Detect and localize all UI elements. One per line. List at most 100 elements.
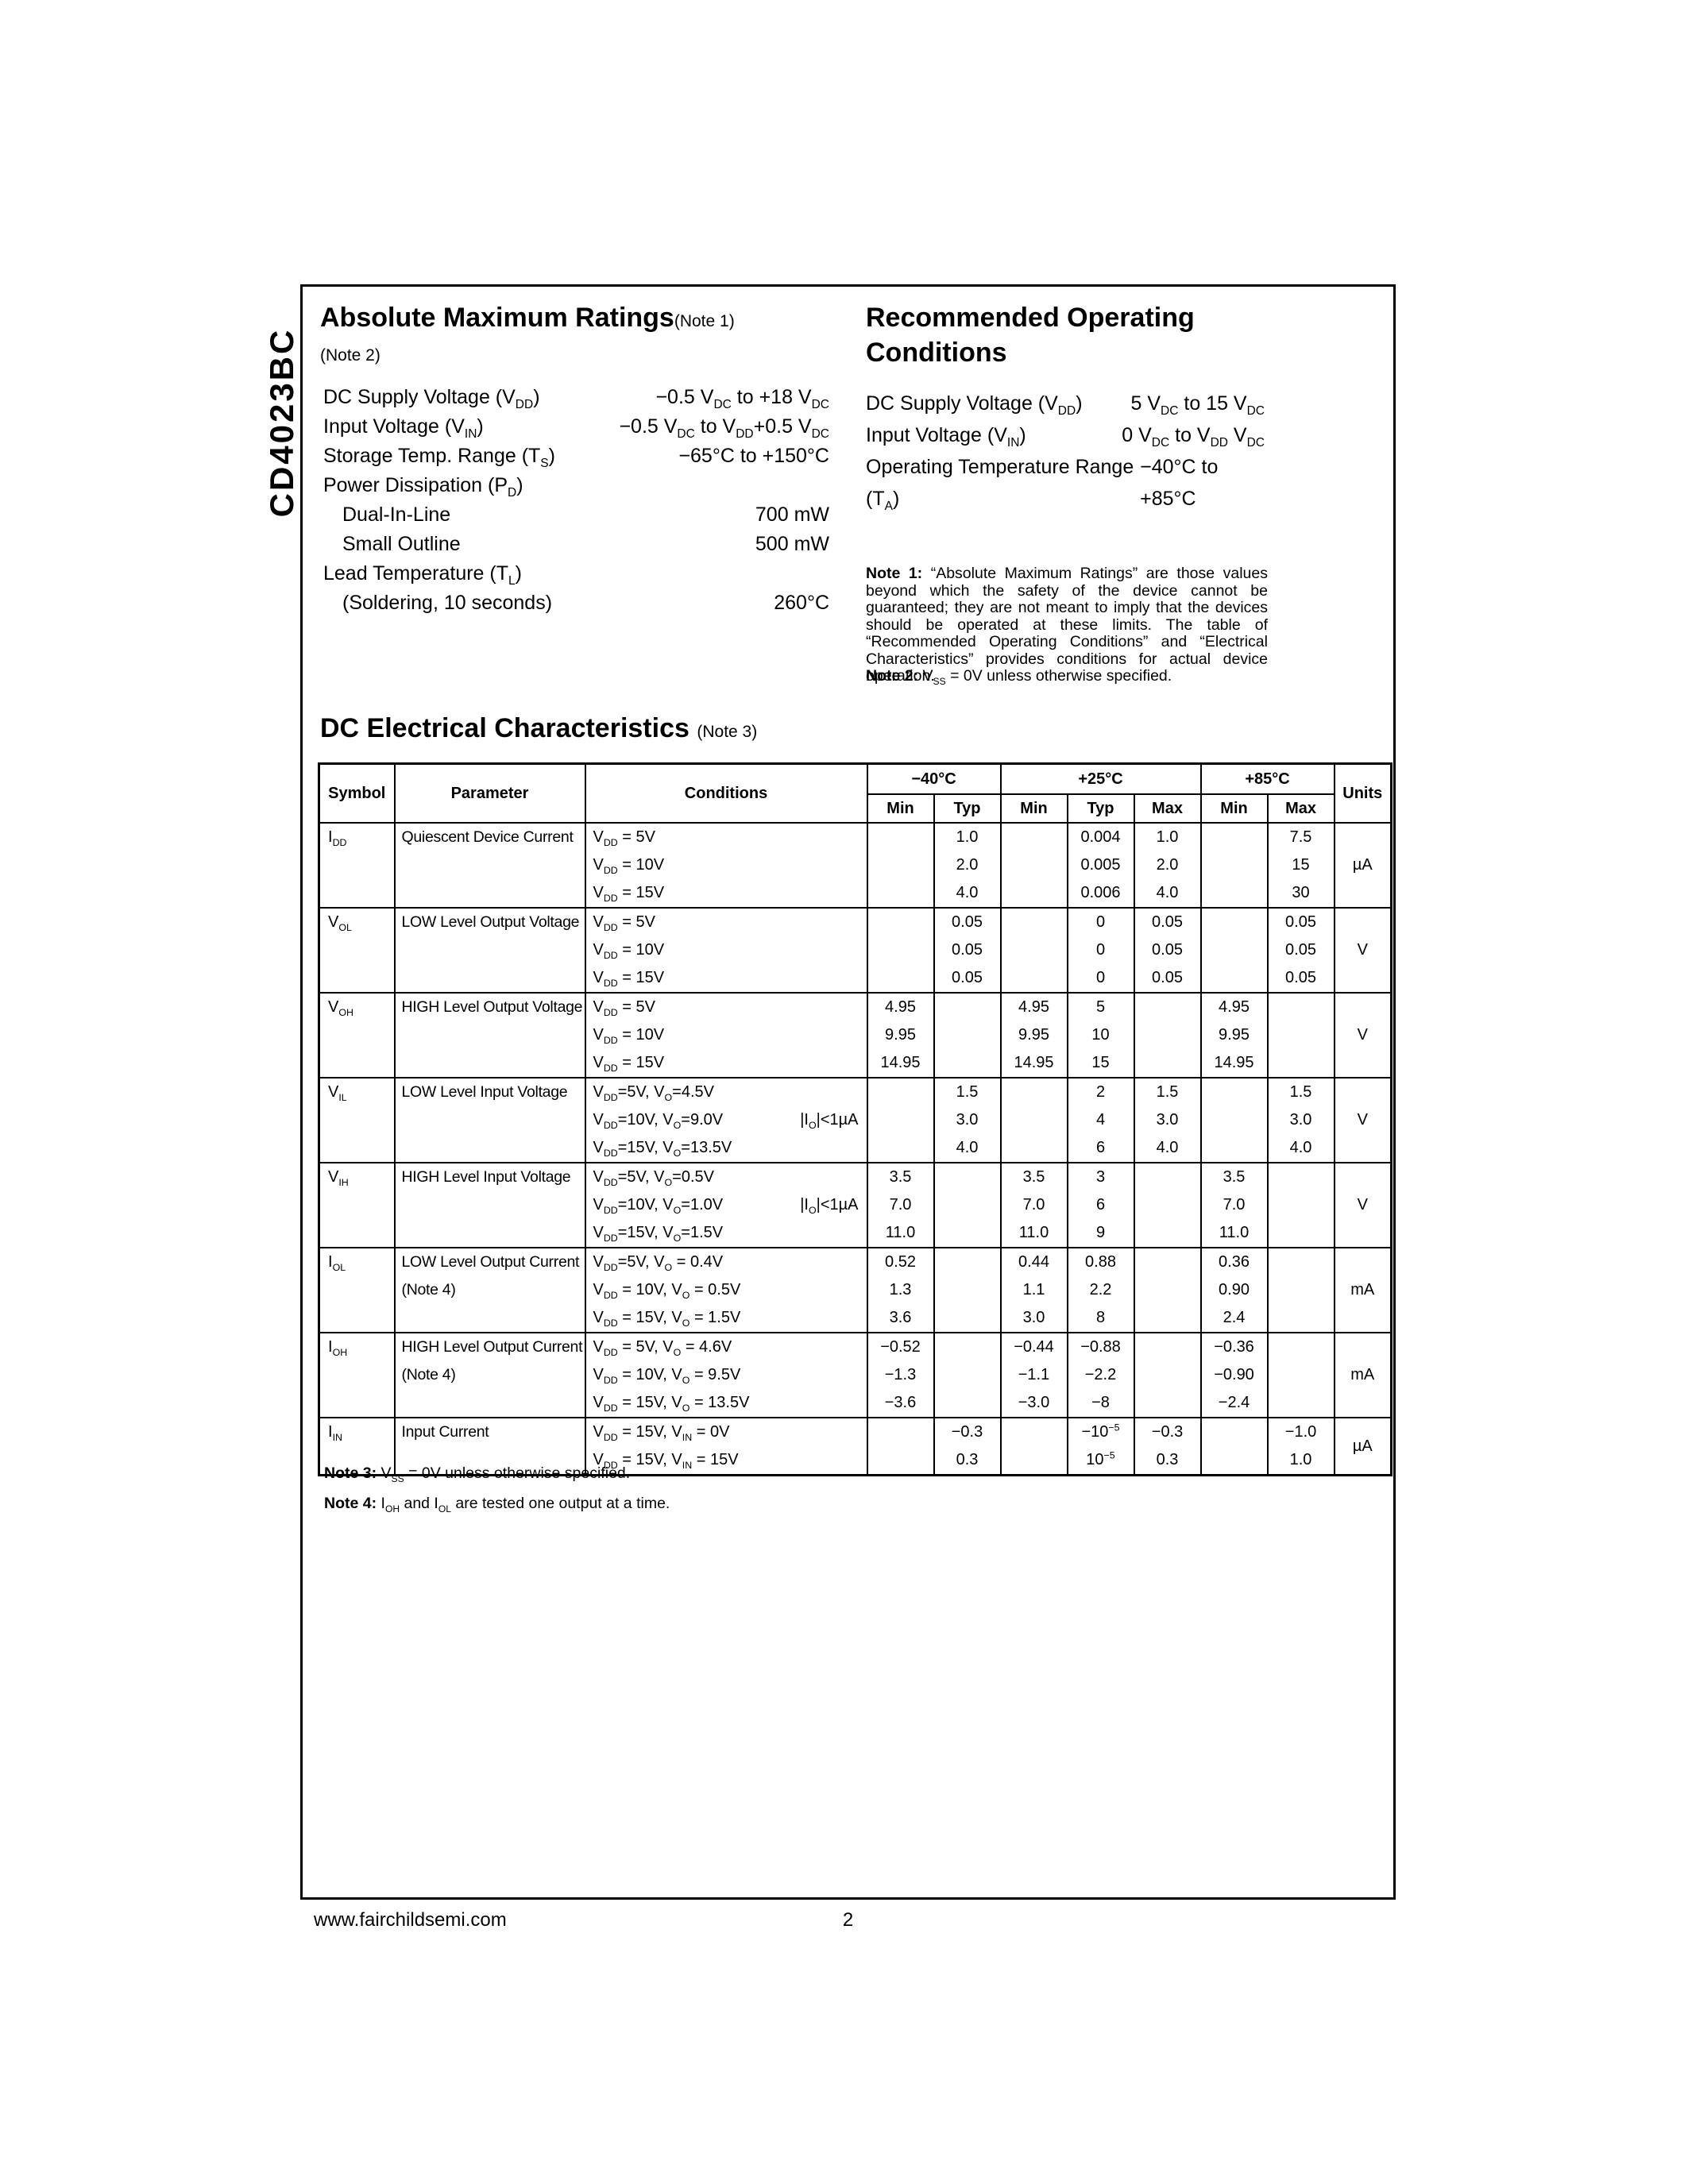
- value-cell: [1266, 1361, 1335, 1389]
- value-cell: [999, 1106, 1068, 1134]
- product-name-vertical: CD4023BC: [263, 327, 300, 518]
- abs-max-ratings-list: DC Supply Voltage (VDD) −0.5 VDC to +18 V…: [323, 383, 829, 618]
- value-cell: [999, 1417, 1068, 1446]
- value-cell: [866, 1446, 934, 1476]
- header-min: Min: [866, 794, 934, 823]
- value-cell: 0.004: [1066, 822, 1134, 851]
- symbol-cell: VOL: [318, 907, 395, 993]
- value-cell: [999, 964, 1068, 993]
- value-cell: [933, 1276, 1001, 1304]
- condition-cell: VDD=15V, VO=13.5V: [584, 1134, 867, 1163]
- condition-cell: VDD = 15V: [584, 964, 867, 993]
- table-row: VDD = 10V 2.0 0.005 2.0 15: [319, 851, 1392, 879]
- value-cell: 0.005: [1066, 851, 1134, 879]
- value-cell: [1133, 1049, 1201, 1078]
- condition-cell: VDD=5V, VO=0.5V: [584, 1162, 867, 1191]
- value-cell: 14.95: [1199, 1049, 1268, 1078]
- units-cell: V: [1333, 992, 1392, 1078]
- symbol-cell: IDD: [318, 822, 395, 908]
- parameter-cell: LOW Level Input Voltage: [393, 1077, 585, 1163]
- note-4-text: IOH and IOL are tested one output at a t…: [377, 1495, 670, 1515]
- rec-op-conditions-list: DC Supply Voltage (VDD) 5 VDC to 15 VDC In…: [866, 388, 1265, 515]
- value-cell: [866, 1417, 934, 1446]
- spec-label: Dual-In-Line: [342, 504, 451, 526]
- value-cell: [1133, 1389, 1201, 1418]
- value-cell: 4.95: [866, 992, 934, 1021]
- value-cell: 0.88: [1066, 1247, 1134, 1276]
- spec-value: −40°C to +85°C: [1140, 456, 1219, 510]
- value-cell: 9: [1066, 1219, 1134, 1248]
- value-cell: [933, 1191, 1001, 1219]
- value-cell: 0.05: [933, 936, 1001, 964]
- value-cell: 0.05: [1266, 936, 1335, 964]
- condition-cell: VDD = 10V, VO = 0.5V: [584, 1276, 867, 1304]
- value-cell: −0.36: [1199, 1332, 1268, 1361]
- note-1-text: “Absolute Maximum Ratings” are those val…: [866, 565, 1268, 685]
- parameter-cell: Quiescent Device Current: [393, 822, 585, 908]
- header-min: Min: [1199, 794, 1268, 823]
- value-cell: [866, 851, 934, 879]
- value-cell: 4: [1066, 1106, 1134, 1134]
- symbol-cell: IIN: [318, 1417, 395, 1476]
- value-cell: 4.95: [999, 992, 1068, 1021]
- value-cell: −0.3: [1133, 1417, 1201, 1446]
- value-cell: [1133, 992, 1201, 1021]
- value-cell: 5: [1066, 992, 1134, 1021]
- value-cell: 10: [1066, 1021, 1134, 1049]
- value-cell: 6: [1066, 1134, 1134, 1163]
- value-cell: [1199, 907, 1268, 936]
- value-cell: 0.3: [1133, 1446, 1201, 1476]
- value-cell: [933, 992, 1001, 1021]
- table-row: IDD Quiescent Device Current VDD = 5V 1.0 0.…: [318, 822, 1392, 908]
- dc-characteristics-title-text: DC Electrical Characteristics: [320, 713, 689, 743]
- abs-max-ratings-title: Absolute Maximum Ratings(Note 1): [320, 302, 735, 338]
- value-cell: −0.90: [1199, 1361, 1268, 1389]
- table-row: VDD = 15V, VO = 1.5V 3.6 3.0 8 2.4: [319, 1304, 1392, 1333]
- header-parameter: Parameter: [393, 763, 585, 823]
- value-cell: [1199, 1134, 1268, 1163]
- footer-url: www.fairchildsemi.com: [314, 1909, 507, 1931]
- value-cell: 3.0: [1133, 1106, 1201, 1134]
- value-cell: [933, 1219, 1001, 1248]
- header-typ: Typ: [933, 794, 1001, 823]
- units-cell: V: [1333, 907, 1392, 993]
- spec-value: 260°C: [774, 592, 829, 614]
- value-cell: 0.05: [1133, 936, 1201, 964]
- condition-cell: VDD=5V, VO = 0.4V: [584, 1247, 867, 1276]
- value-cell: 11.0: [999, 1219, 1068, 1248]
- condition-cell: VDD = 10V: [584, 1021, 867, 1049]
- value-cell: [999, 851, 1068, 879]
- value-cell: 3.0: [999, 1304, 1068, 1333]
- value-cell: [1199, 822, 1268, 851]
- value-cell: 14.95: [999, 1049, 1068, 1078]
- value-cell: 3.5: [1199, 1162, 1268, 1191]
- condition-cell: VDD=10V, VO=1.0V |IO|<1µA: [584, 1191, 867, 1219]
- units-cell: V: [1333, 1162, 1392, 1248]
- table-row: VDD = 10V, VO = 9.5V −1.3 −1.1 −2.2 −0.90: [319, 1361, 1392, 1389]
- spec-label: Power Dissipation (PD): [323, 474, 523, 500]
- condition-cell: VDD = 15V, VO = 1.5V: [584, 1304, 867, 1333]
- rec-op-title-line2: Conditions: [866, 338, 1007, 368]
- value-cell: 3.0: [933, 1106, 1001, 1134]
- value-cell: 0: [1066, 936, 1134, 964]
- table-row: VDD = 15V, VO = 13.5V −3.6 −3.0 −8 −2.4: [319, 1389, 1392, 1418]
- symbol-cell: IOH: [318, 1332, 395, 1418]
- value-cell: [1199, 1417, 1268, 1446]
- value-cell: 0.05: [933, 907, 1001, 936]
- table-row: IOH HIGH Level Output Current (Note 4) VDD …: [318, 1332, 1392, 1418]
- value-cell: 1.5: [1133, 1077, 1201, 1106]
- header-min: Min: [999, 794, 1068, 823]
- condition-cell: VDD = 15V, VIN = 15V: [584, 1446, 867, 1476]
- value-cell: 15: [1066, 1049, 1134, 1078]
- value-cell: 9.95: [866, 1021, 934, 1049]
- units-cell: mA: [1333, 1247, 1392, 1333]
- value-cell: 4.95: [1199, 992, 1268, 1021]
- value-cell: 0.3: [933, 1446, 1001, 1476]
- abs-max-note2-ref: (Note 2): [320, 346, 380, 365]
- value-cell: 11.0: [866, 1219, 934, 1248]
- symbol-cell: VOH: [318, 992, 395, 1078]
- value-cell: [933, 1247, 1001, 1276]
- value-cell: [933, 1389, 1001, 1418]
- rec-op-title-line1: Recommended Operating: [866, 303, 1195, 333]
- header-temp-minus40: −40°C: [866, 763, 1001, 795]
